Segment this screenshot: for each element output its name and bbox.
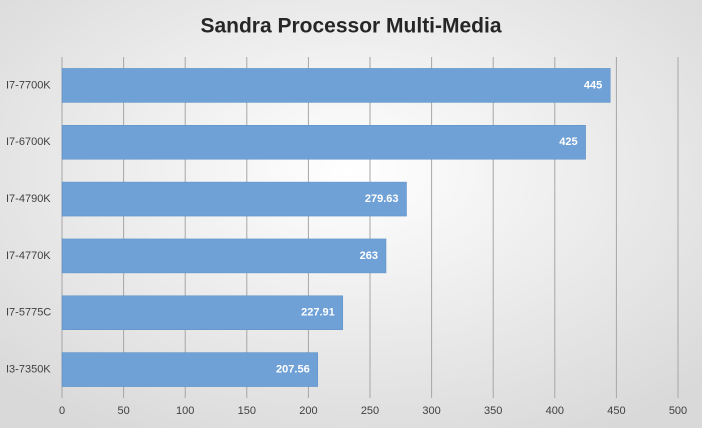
value-label: 279.63 <box>365 193 399 205</box>
x-tick-label: 300 <box>422 405 440 417</box>
x-tick-label: 400 <box>546 405 564 417</box>
y-tick-label: I7-7700K <box>6 79 51 91</box>
value-label: 207.56 <box>276 363 310 375</box>
y-tick-label: I7-4770K <box>6 250 51 262</box>
value-label: 445 <box>584 79 602 91</box>
bar <box>61 352 318 387</box>
value-label: 263 <box>360 250 378 262</box>
bar <box>61 125 586 160</box>
x-tick-label: 100 <box>176 405 194 417</box>
x-tick-label: 200 <box>299 405 317 417</box>
bar <box>61 181 407 217</box>
value-label: 425 <box>559 136 577 148</box>
x-tick-label: 350 <box>484 405 502 417</box>
y-tick-label: I7-4790K <box>6 193 51 205</box>
bar <box>61 238 387 274</box>
x-tick-label: 50 <box>117 405 129 417</box>
x-tick-label: 500 <box>669 405 687 417</box>
y-tick-label: I7-5775C <box>6 307 51 319</box>
y-tick-label: I7-6700K <box>6 136 51 148</box>
bar <box>61 295 344 330</box>
bar <box>61 68 611 103</box>
y-tick-label: I3-7350K <box>6 363 51 375</box>
chart-title: Sandra Processor Multi-Media <box>200 15 501 38</box>
x-tick-label: 450 <box>607 405 625 417</box>
value-label: 227.91 <box>301 307 335 319</box>
x-tick-label: 250 <box>361 405 379 417</box>
x-tick-label: 0 <box>59 405 65 417</box>
x-tick-label: 150 <box>238 405 256 417</box>
